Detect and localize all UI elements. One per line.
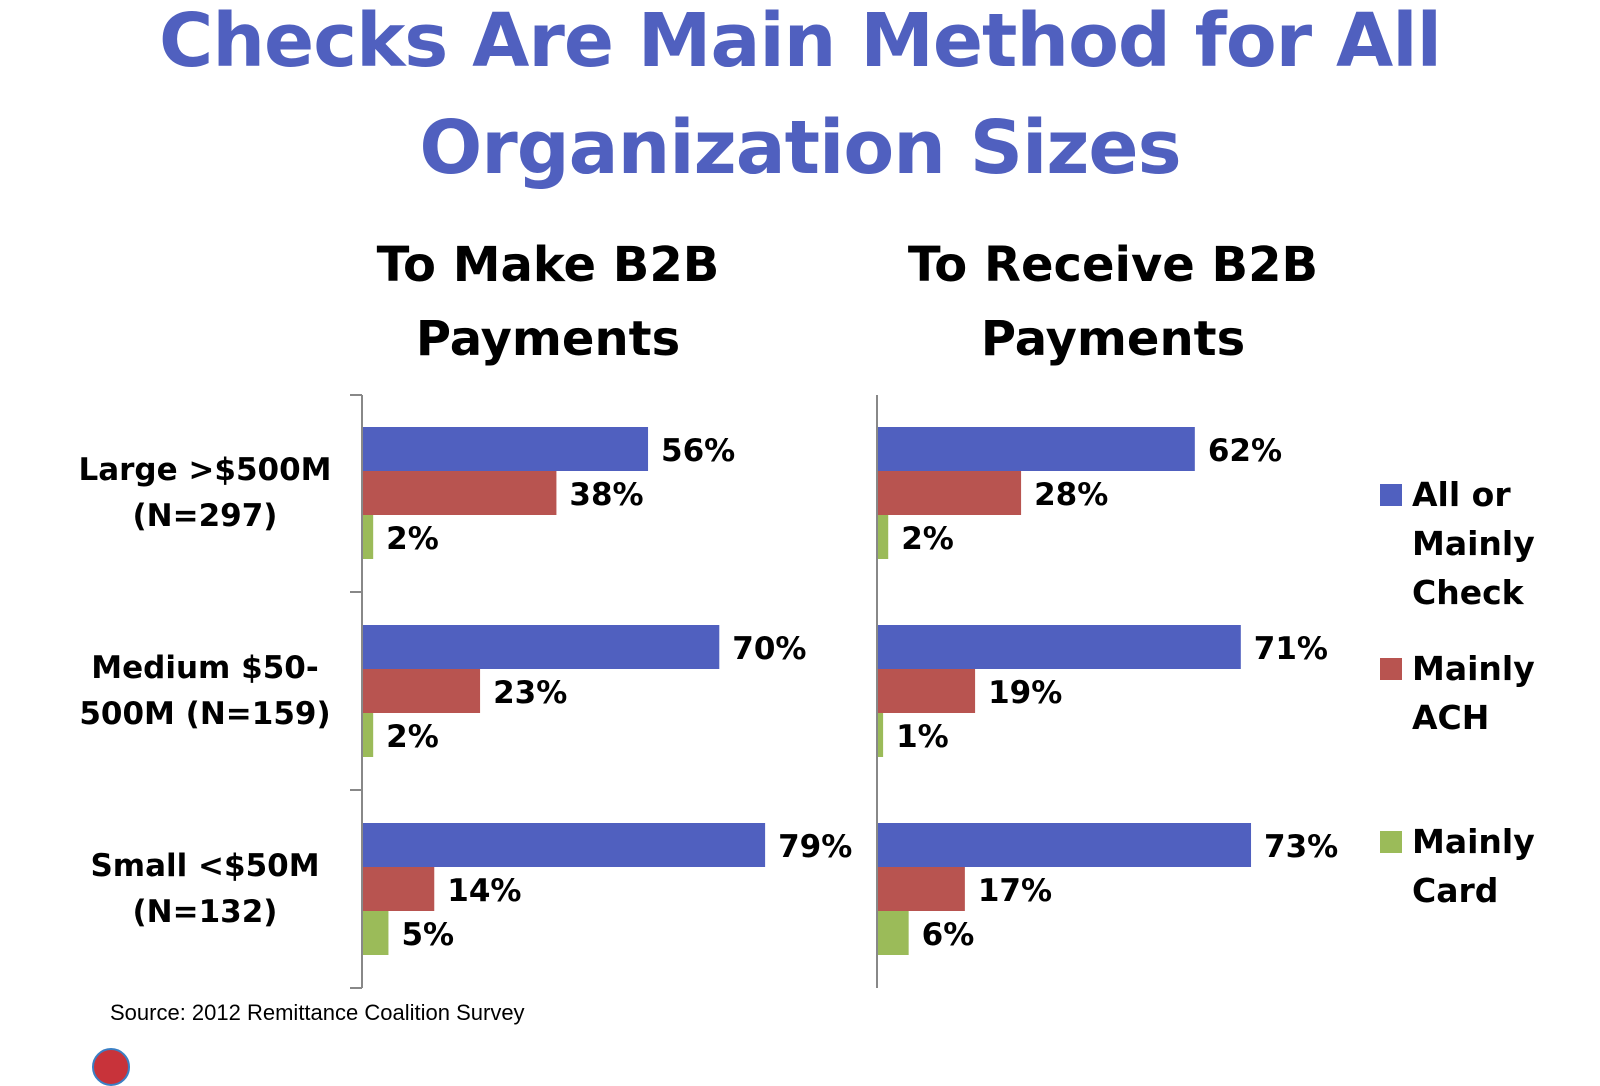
data-label-make-check-0: 56%: [661, 433, 735, 469]
legend-label-line: All or: [1412, 475, 1511, 514]
category-label-medium: Medium $50- 500M (N=159): [60, 645, 350, 737]
category-label-line: (N=132): [132, 894, 278, 930]
category-label-line: Large >$500M: [78, 452, 332, 488]
bar-make-card-2: [363, 911, 389, 955]
data-label-receive-check-2: 73%: [1264, 829, 1338, 865]
data-label-receive-check-0: 62%: [1208, 433, 1282, 469]
page-title: Checks Are Main Method for All Organizat…: [0, 0, 1600, 202]
data-label-make-check-1: 70%: [732, 631, 806, 667]
bar-make-ach-1: [363, 669, 481, 713]
bar-receive-ach-2: [878, 867, 965, 911]
legend-label-line: Check: [1412, 573, 1524, 612]
title-line-2: Organization Sizes: [419, 105, 1181, 191]
bar-make-check-0: [363, 427, 649, 471]
bar-make-ach-0: [363, 471, 557, 515]
chart-title-make: To Make B2B Payments: [288, 228, 808, 376]
chart-title-receive: To Receive B2B Payments: [853, 228, 1373, 376]
logo-icon: [92, 1048, 130, 1086]
bar-receive-card-1: [878, 713, 884, 757]
bar-receive-check-1: [878, 625, 1241, 669]
data-label-receive-card-1: 1%: [896, 719, 949, 755]
category-label-line: Medium $50-: [91, 650, 319, 686]
bar-make-check-1: [363, 625, 720, 669]
legend-swatch-check-icon: [1380, 484, 1402, 506]
legend-label-line: Mainly: [1412, 524, 1535, 563]
legend-label-ach: Mainly ACH: [1412, 644, 1582, 742]
data-label-receive-card-0: 2%: [901, 521, 954, 557]
bar-receive-check-2: [878, 823, 1252, 867]
bar-receive-card-0: [878, 515, 889, 559]
legend-label-card: Mainly Card: [1412, 817, 1582, 915]
category-label-line: (N=297): [132, 498, 278, 534]
data-label-make-check-2: 79%: [778, 829, 852, 865]
bar-make-card-1: [363, 713, 374, 757]
source-note: Source: 2012 Remittance Coalition Survey: [110, 1000, 525, 1025]
data-label-receive-check-1: 71%: [1254, 631, 1328, 667]
bar-make-check-2: [363, 823, 766, 867]
legend-swatch-card-icon: [1380, 831, 1402, 853]
chart-title-make-line-1: To Make B2B: [376, 237, 720, 293]
legend-label-line: Mainly: [1412, 649, 1535, 688]
data-label-receive-card-2: 6%: [922, 917, 975, 953]
data-label-make-card-1: 2%: [386, 719, 439, 755]
legend-swatch-ach-icon: [1380, 658, 1402, 680]
chart-title-make-line-2: Payments: [415, 311, 681, 367]
bar-receive-ach-1: [878, 669, 976, 713]
bar-receive-card-2: [878, 911, 909, 955]
bar-receive-ach-0: [878, 471, 1022, 515]
category-label-large: Large >$500M (N=297): [60, 447, 350, 539]
chart-title-receive-line-2: Payments: [980, 311, 1246, 367]
data-label-receive-ach-1: 19%: [988, 675, 1062, 711]
bar-charts: 56% 38% 2% 70% 23% 2% 79% 14% 5% 62% 28% 2% 71% 19% 1%…: [350, 394, 1338, 989]
data-label-receive-ach-0: 28%: [1034, 477, 1108, 513]
data-label-receive-ach-2: 17%: [978, 873, 1052, 909]
category-label-line: 500M (N=159): [79, 696, 331, 732]
title-line-1: Checks Are Main Method for All: [159, 0, 1442, 84]
data-label-make-ach-1: 23%: [493, 675, 567, 711]
data-label-make-card-2: 5%: [401, 917, 454, 953]
category-label-small: Small <$50M (N=132): [60, 843, 350, 935]
legend-label-check: All or Mainly Check: [1412, 470, 1582, 617]
legend-label-line: Card: [1412, 871, 1499, 910]
bar-make-ach-2: [363, 867, 435, 911]
bar-make-card-0: [363, 515, 374, 559]
category-label-line: Small <$50M: [90, 848, 320, 884]
chart-title-receive-line-1: To Receive B2B: [907, 237, 1319, 293]
legend-label-line: ACH: [1412, 698, 1490, 737]
legend-label-line: Mainly: [1412, 822, 1535, 861]
bar-receive-check-0: [878, 427, 1195, 471]
data-label-make-ach-2: 14%: [447, 873, 521, 909]
data-label-make-card-0: 2%: [386, 521, 439, 557]
data-label-make-ach-0: 38%: [569, 477, 643, 513]
